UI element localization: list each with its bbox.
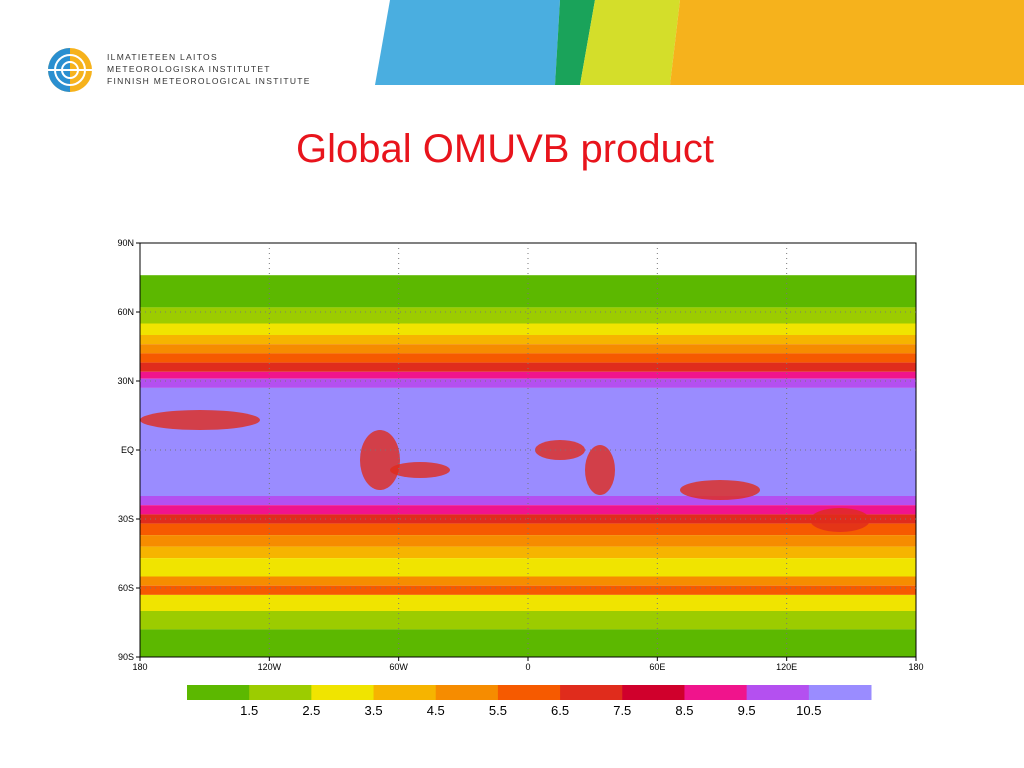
lon-label: 120E: [776, 662, 797, 672]
lon-label: 180: [908, 662, 923, 672]
color-swatch: [746, 685, 810, 700]
lat-label: 90N: [117, 238, 134, 248]
org-line: FINNISH METEOROLOGICAL INSTITUTE: [107, 76, 311, 86]
banner: [375, 0, 1024, 85]
colorbar-label: 9.5: [738, 703, 756, 718]
lat-label: 90S: [118, 652, 134, 662]
lon-label: 180: [132, 662, 147, 672]
colorbar: 1.5 2.5 3.5 4.5 5.5 6.5 7.5 8.5 9.5 10.5: [187, 685, 872, 718]
colorbar-label: 5.5: [489, 703, 507, 718]
uv-patch: [680, 480, 760, 500]
colorbar-label: 7.5: [613, 703, 631, 718]
uv-band: [140, 307, 916, 324]
color-swatch: [497, 685, 561, 700]
color-swatch: [560, 685, 623, 700]
color-swatch: [684, 685, 748, 700]
lat-label: 30N: [117, 376, 134, 386]
uv-patch: [360, 430, 400, 490]
uv-band: [140, 558, 916, 577]
colorbar-label: 8.5: [675, 703, 693, 718]
uv-band: [140, 611, 916, 630]
colorbar-label: 6.5: [551, 703, 569, 718]
uv-band: [140, 323, 916, 335]
lon-label: 60E: [649, 662, 665, 672]
lat-label: 60N: [117, 307, 134, 317]
color-swatch: [622, 685, 685, 700]
color-swatch: [187, 685, 250, 700]
uv-band: [140, 387, 916, 496]
lon-label: 120W: [258, 662, 282, 672]
colorbar-label: 4.5: [427, 703, 445, 718]
color-swatch: [311, 685, 375, 700]
lat-label: 60S: [118, 583, 134, 593]
colorbar-label: 2.5: [302, 703, 320, 718]
uv-band: [140, 585, 916, 595]
uv-band: [140, 275, 916, 308]
uv-band: [140, 362, 916, 372]
uv-band: [140, 496, 916, 506]
lat-label: 30S: [118, 514, 134, 524]
colorbar-label: 10.5: [796, 703, 821, 718]
uv-patch: [810, 508, 870, 532]
color-swatch: [249, 685, 312, 700]
uv-band: [140, 535, 916, 547]
org-line: METEOROLOGISKA INSTITUTET: [107, 64, 271, 74]
uv-band: [140, 371, 916, 379]
uv-band: [140, 505, 916, 515]
logo: [48, 48, 92, 92]
slide-title: Global OMUVB product: [296, 127, 714, 171]
colorbar-label: 3.5: [365, 703, 383, 718]
uv-band: [140, 546, 916, 559]
color-swatch: [435, 685, 499, 700]
lon-label: 60W: [389, 662, 408, 672]
uv-patch: [585, 445, 615, 495]
uv-patch: [390, 462, 450, 478]
lon-label: 0: [525, 662, 530, 672]
uv-band: [140, 523, 916, 536]
colorbar-label: 1.5: [240, 703, 258, 718]
uv-band: [140, 576, 916, 586]
color-swatch: [808, 685, 872, 700]
uv-band: [140, 335, 916, 345]
uv-band: [140, 594, 916, 611]
org-line: ILMATIETEEN LAITOS: [107, 52, 218, 62]
color-swatch: [373, 685, 437, 700]
lat-label: EQ: [121, 445, 134, 455]
uv-patch: [140, 410, 260, 430]
